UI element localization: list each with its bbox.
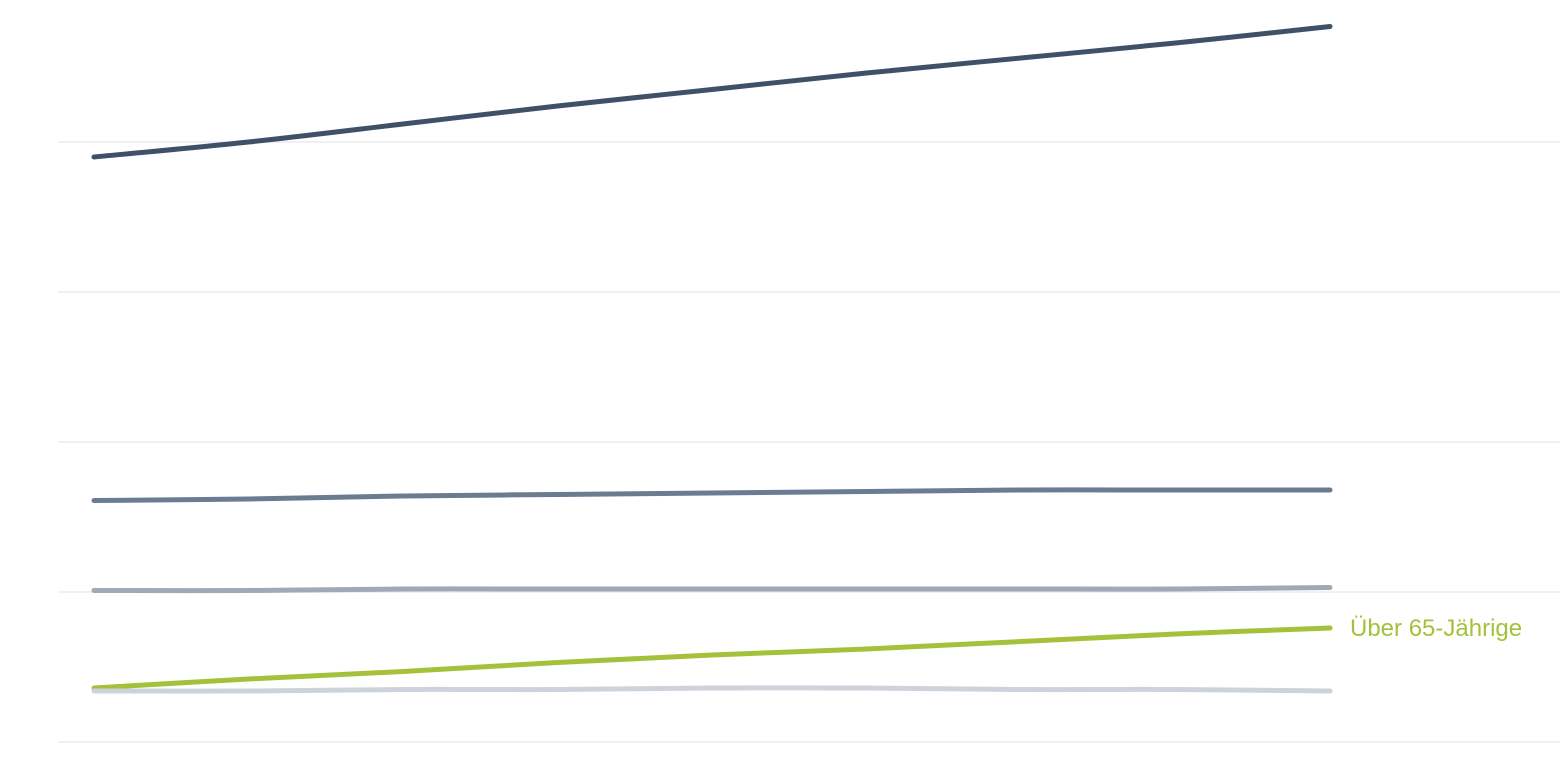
series-line-2 [91,585,1333,594]
series-label-3: Über 65-Jährige [1350,615,1522,642]
series-line-1 [91,487,1333,503]
label-layer: Über 65-Jährige [1350,615,1522,642]
series-line-4 [91,685,1333,694]
series-line-3 [91,625,1333,691]
series-layer [91,24,1333,694]
series-line-0 [91,24,1333,160]
